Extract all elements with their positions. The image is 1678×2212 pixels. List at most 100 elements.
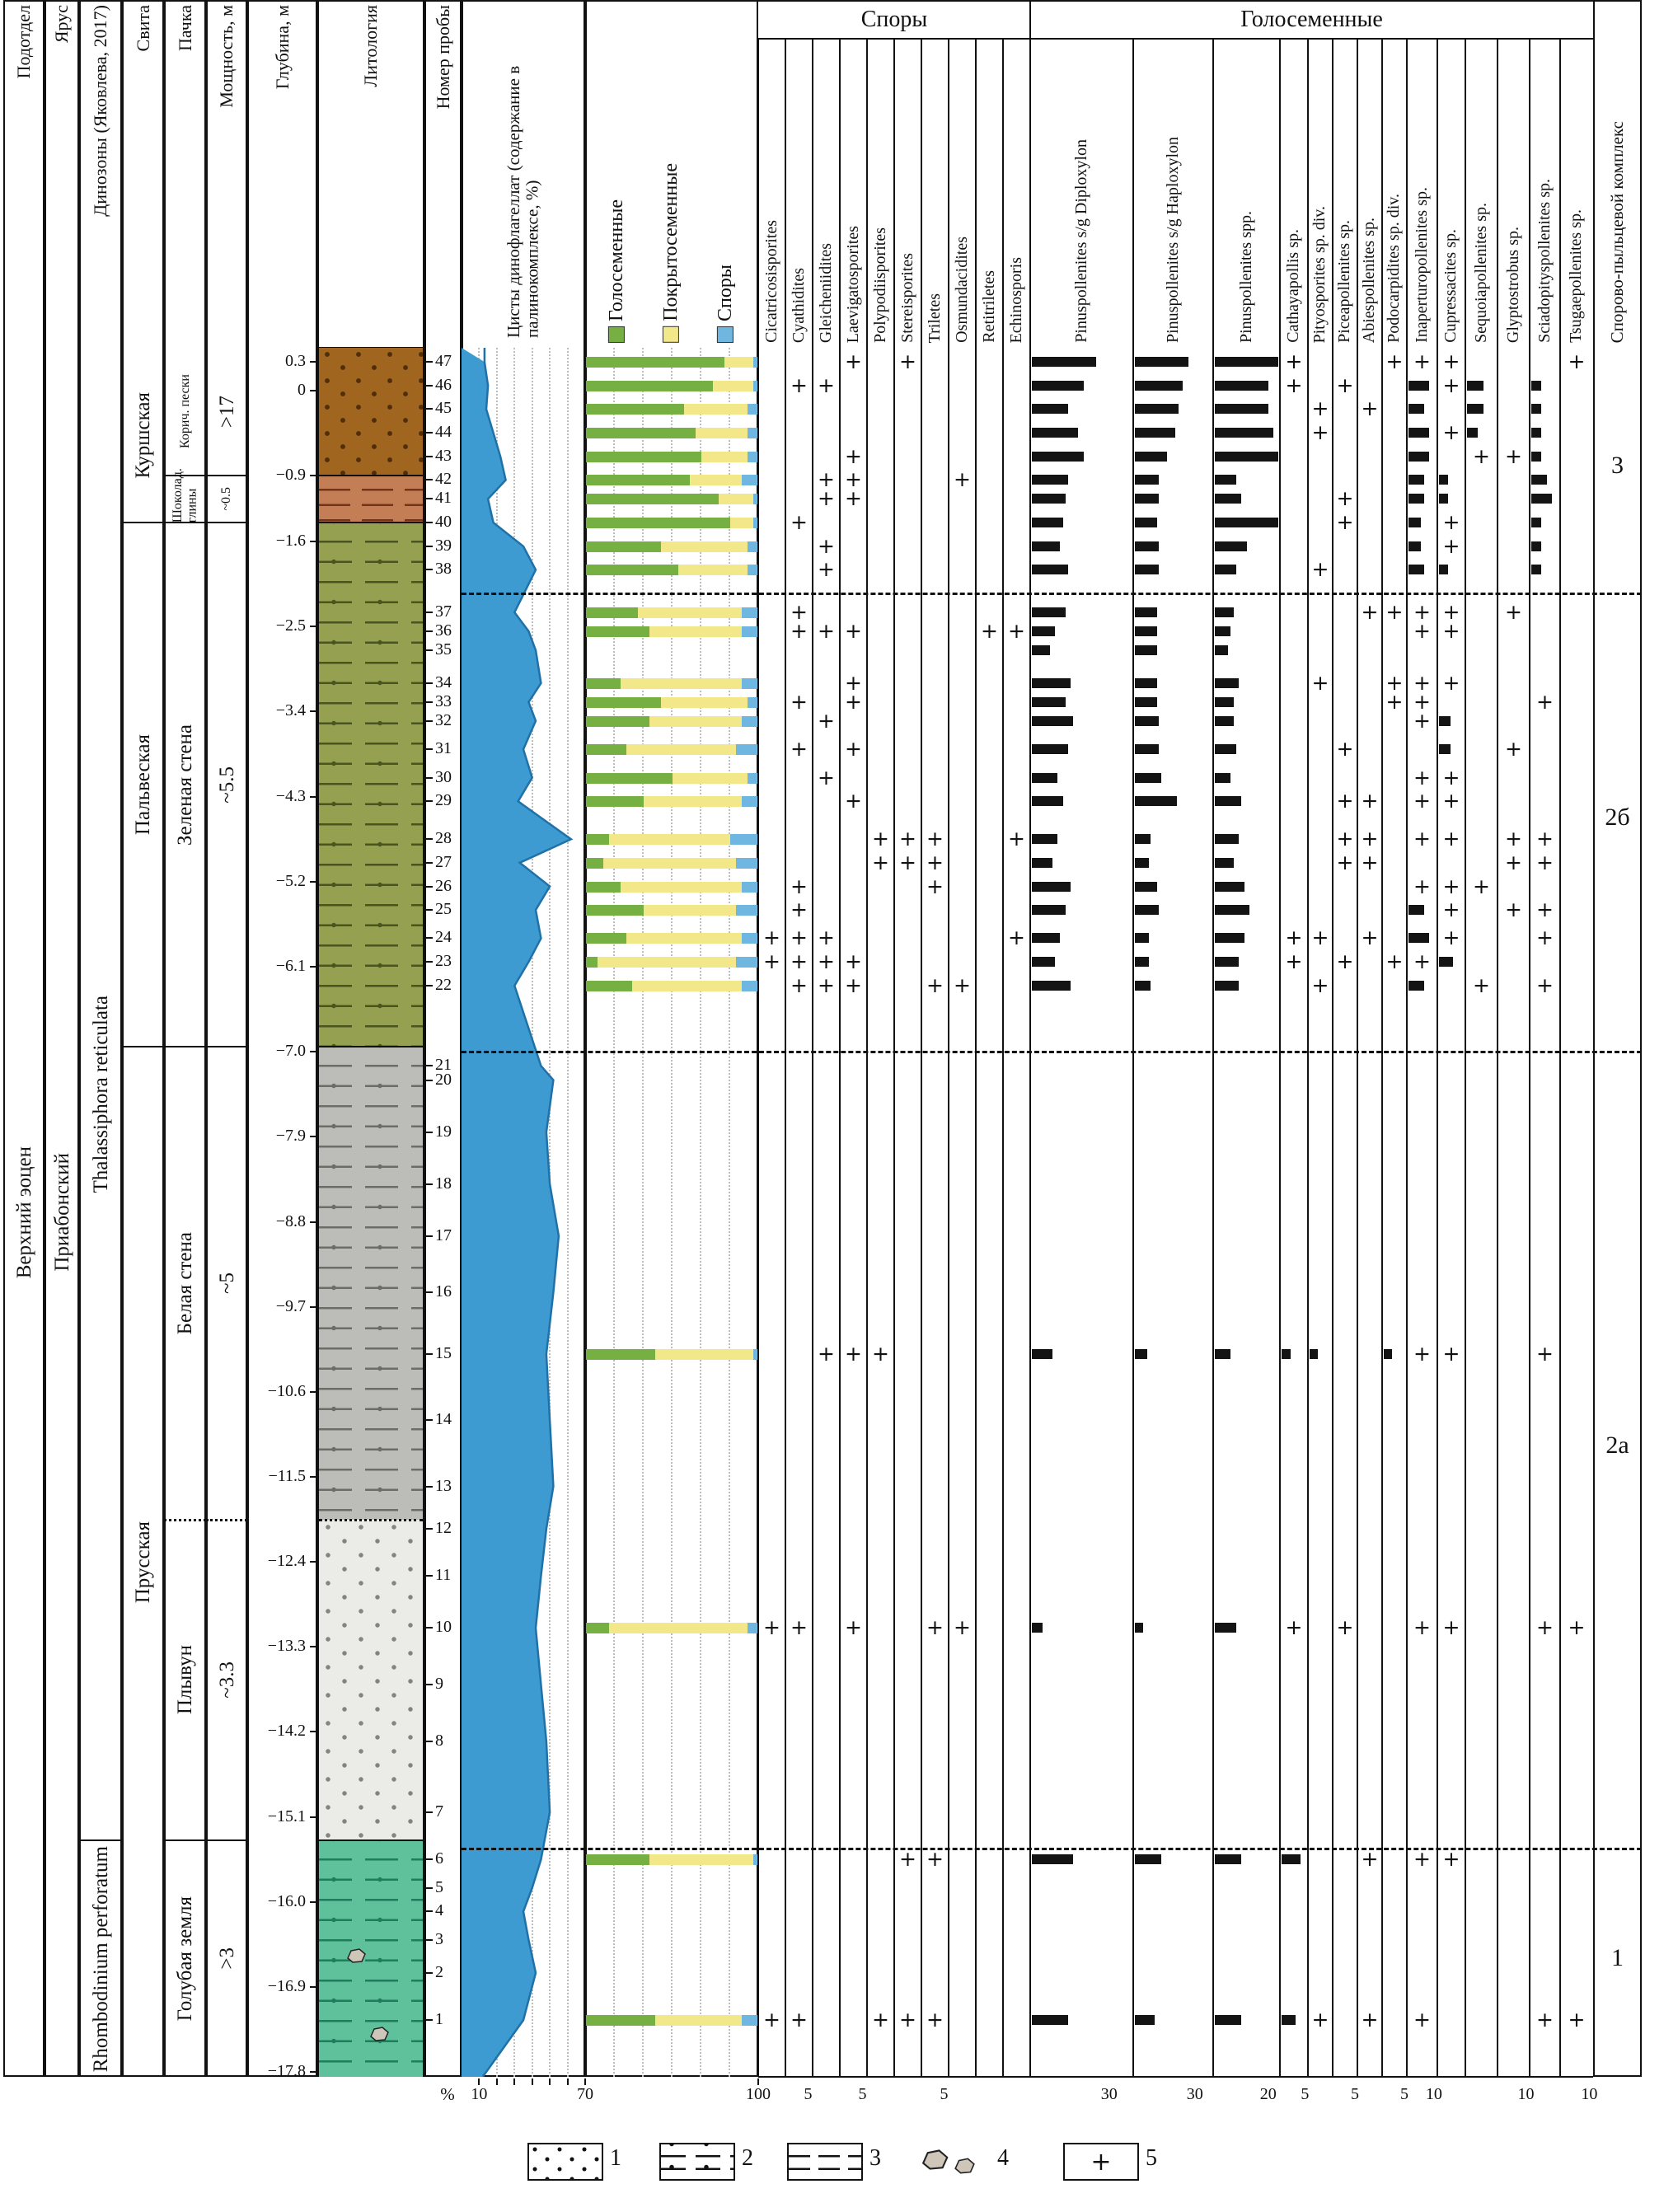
sample-tick [424,1627,433,1629]
occurrence-plus: + [1336,373,1354,397]
span-label: Thalassiphora reticulata [79,348,122,1840]
depth-column-box [247,0,317,2077]
sample-number: 38 [435,560,452,579]
sample-number: 15 [435,1344,452,1363]
occurrence-bar [1439,565,1449,575]
occurrence-plus: + [1536,689,1554,714]
sample-tick [424,1910,433,1913]
composition-bar-spores [748,428,757,439]
occurrence-plus: + [1442,671,1460,695]
occurrence-bar [1032,881,1071,892]
axis-scale-label: 5 [1400,2085,1408,2103]
occurrence-bar [1215,933,1244,944]
depth-tick [310,1305,316,1308]
occurrence-bar [1408,451,1429,462]
taxon-label-spore-text: Polypodiisporites [870,227,889,343]
column-box-4 [164,0,206,2077]
occurrence-plus: + [926,2008,944,2032]
depth-tick [310,880,316,883]
legend-swatch-icon [663,326,680,343]
taxon-label-gymnosperm: Pinuspollenites s/g Haploxylon [1133,41,1213,343]
occurrence-plus: + [1442,349,1460,374]
column-header-text: Свита [132,5,153,52]
legend-swatch-icon [608,326,626,343]
composition-bar-angiosperms [649,626,742,637]
sample-tick [424,1183,433,1185]
occurrence-bar [1032,518,1063,528]
sample-tick [424,569,433,571]
sample-number: 20 [435,1070,452,1089]
sample-number: 37 [435,602,452,621]
taxon-label-spore-text: Retitriletes [979,270,998,343]
depth-tick [310,1816,316,1818]
sample-tick [424,1938,433,1941]
occurrence-plus: + [1442,1847,1460,1872]
occurrence-plus: + [1536,850,1554,874]
occurrence-bar [1032,1349,1052,1360]
occurrence-plus: + [1505,897,1522,922]
sample-number: 10 [435,1618,452,1637]
occurrence-plus: + [1505,599,1522,624]
occurrence-plus: + [1336,827,1354,851]
occurrence-bar [1032,380,1084,391]
depth-label: −14.2 [267,1722,306,1741]
occurrence-plus: + [790,972,808,997]
occurrence-bar [1215,1623,1236,1633]
axis-label: 10 [471,2085,488,2103]
complex-header: Спорово-пыльцевой комплекс [1593,41,1642,343]
sample-number: 45 [435,399,452,418]
occurrence-plus: + [1413,708,1431,733]
sample-tick [424,498,433,500]
dinocyst-header-text: Цисты динофлагеллат (содержание в палино… [504,65,542,338]
occurrence-bar [1215,518,1278,528]
taxon-column-line [1212,40,1214,2077]
occurrence-plus: + [1442,373,1460,397]
occurrence-plus: + [1442,765,1460,790]
sample-tick [424,1684,433,1686]
occurrence-bar [1215,678,1240,688]
composition-legend-item: Голосеменные [592,30,643,343]
zone-boundary-line [462,1848,1642,1851]
occurrence-bar [1439,957,1453,968]
taxon-column-line [1332,40,1333,2077]
sample-number: 43 [435,446,452,465]
occurrence-plus: + [818,972,835,997]
taxon-label-spore-text: Osmundacidites [952,237,971,343]
depth-tick [310,626,316,628]
taxon-label-spore-text: Triletes [925,293,944,343]
sample-number: 36 [435,621,452,640]
occurrence-bar [1135,380,1184,391]
occurrence-plus: + [1311,396,1329,421]
composition-bar-spores [748,772,757,784]
taxon-label-gymnosperm: Abiespollenites sp. [1357,41,1382,343]
occurrence-bar [1032,451,1084,462]
taxon-label-gymnosperm-text: Sciadopityspollenites sp. [1535,179,1554,343]
sample-number: 31 [435,739,452,758]
occurrence-bar [1135,475,1160,485]
span-label-text: Белая стена [174,1231,196,1335]
sample-number: 39 [435,536,452,555]
sample-tick [424,1131,433,1133]
sample-number: 33 [435,691,452,710]
occurrence-bar [1135,796,1177,807]
span-boundary [206,522,247,524]
sample-number: 18 [435,1174,452,1193]
taxon-label-spore: Osmundacidites [949,41,976,343]
taxon-label-gymnosperm: Piceapollenites sp. [1333,41,1357,343]
axis-tick [757,2078,759,2085]
taxon-label-gymnosperm-text: Pinuspollenites s/g Haploxylon [1163,137,1182,343]
taxon-label-spore: Retitriletes [976,41,1003,343]
occurrence-bar [1215,565,1236,575]
occurrence-bar [1408,404,1424,415]
taxon-label-gymnosperm-text: Abiespollenites sp. [1360,217,1379,343]
column-header-text: Пачка [174,5,195,51]
zone-boundary-line [462,1051,1642,1054]
occurrence-plus: + [845,737,862,762]
composition-bar-spores [742,881,757,893]
depth-label: −7.9 [275,1127,306,1146]
occurrence-bar [1032,1623,1043,1633]
sample-number: 21 [435,1056,452,1075]
occurrence-plus: + [926,850,944,874]
composition-bar-spores [753,494,757,505]
